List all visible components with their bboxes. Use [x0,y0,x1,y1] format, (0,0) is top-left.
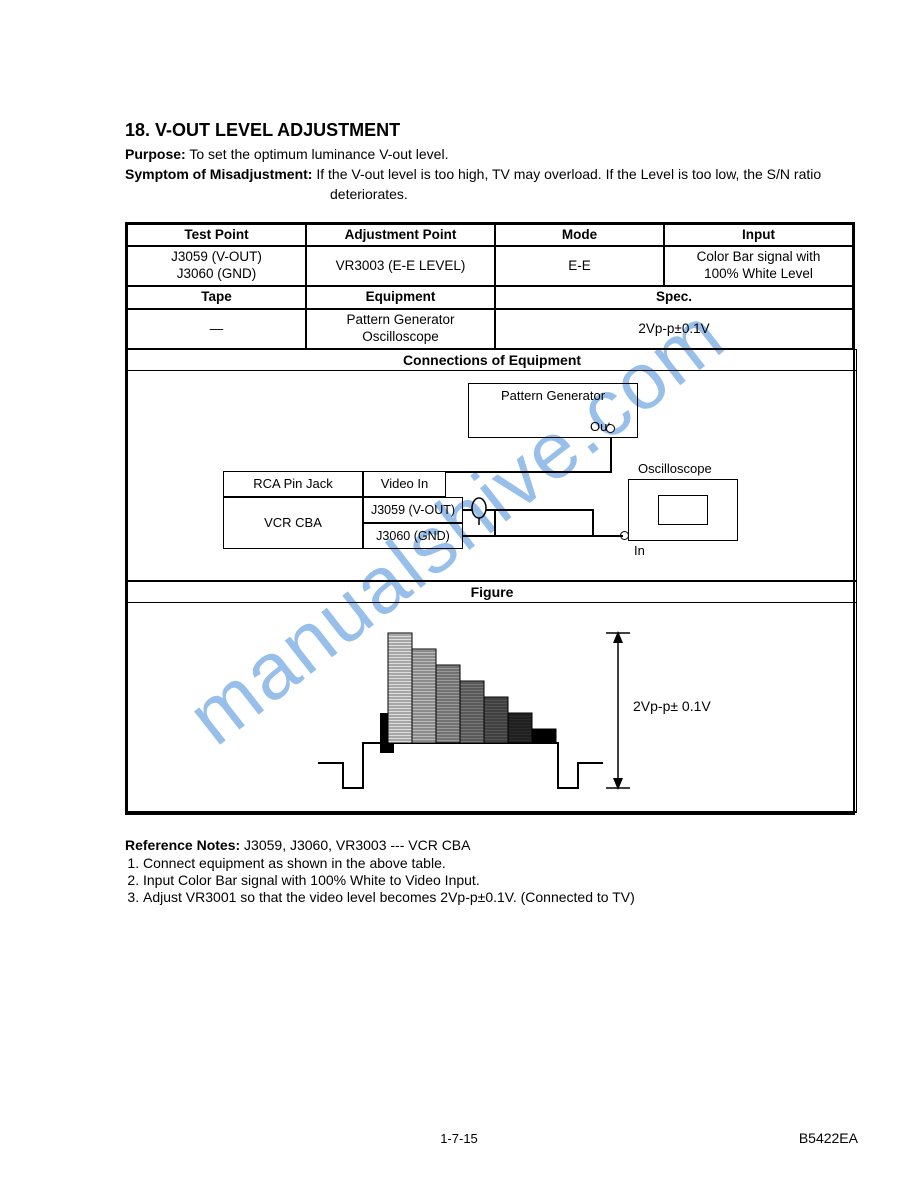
purpose-line: Purpose: To set the optimum luminance V-… [125,145,858,163]
reference-item: Connect equipment as shown in the above … [143,855,858,871]
td-mode: E-E [495,246,664,286]
wire [494,509,496,537]
wire [463,509,473,511]
input-1: Color Bar signal with [697,249,821,266]
th-spec: Spec. [495,286,853,309]
th-test-point: Test Point [127,224,306,247]
test-point-2: J3060 (GND) [177,266,257,283]
section-heading: 18. V-OUT LEVEL ADJUSTMENT [125,120,858,141]
reference-label: Reference Notes: [125,837,240,853]
purpose-label: Purpose: [125,146,186,162]
equipment-1: Pattern Generator [346,312,454,329]
td-tape: — [127,309,306,349]
wire [463,535,623,537]
input-2: 100% White Level [704,266,813,283]
oscilloscope-box [628,479,738,541]
out-terminal-icon [606,424,615,433]
th-input: Input [664,224,853,247]
test-point-1: J3059 (V-OUT) [171,249,262,266]
rca-pin-jack-box: RCA Pin Jack [223,471,363,497]
th-adj-point: Adjustment Point [306,224,495,247]
th-mode: Mode [495,224,664,247]
section-title-text: V-OUT LEVEL ADJUSTMENT [155,120,400,140]
th-tape: Tape [127,286,306,309]
probe-icon [468,497,492,527]
connections-diagram: Pattern Generator Out Oscilloscope In RC… [127,371,857,581]
video-in-box: Video In [363,471,446,497]
th-equipment: Equipment [306,286,495,309]
wire [494,509,594,511]
symptom-label: Symptom of Misadjustment: [125,166,312,182]
wire [446,471,612,473]
reference-list: Connect equipment as shown in the above … [143,855,858,905]
figure-diagram: 2Vp-p± 0.1V [127,603,857,813]
connections-header: Connections of Equipment [127,349,857,371]
pattern-generator-label: Pattern Generator [501,388,605,403]
vcr-cba-box: VCR CBA [223,497,363,549]
equipment-2: Oscilloscope [362,329,439,346]
section-number: 18. [125,120,150,140]
td-adj-point: VR3003 (E-E LEVEL) [306,246,495,286]
symptom-line: Symptom of Misadjustment: If the V-out l… [125,165,858,183]
symptom-text-2: deteriorates. [330,186,408,202]
adjustment-table: Test Point Adjustment Point Mode Input J… [125,222,855,815]
td-test-point: J3059 (V-OUT) J3060 (GND) [127,246,306,286]
reference-item: Adjust VR3001 so that the video level be… [143,889,858,905]
reference-item: Input Color Bar signal with 100% White t… [143,872,858,888]
reference-notes: Reference Notes: J3059, J3060, VR3003 --… [125,837,858,905]
j3060-box: J3060 (GND) [363,523,463,549]
oscilloscope-screen-icon [658,495,708,525]
td-spec: 2Vp-p±0.1V [495,309,853,349]
wire [592,509,594,537]
purpose-text: To set the optimum luminance V-out level… [189,146,448,162]
j3059-box: J3059 (V-OUT) [363,497,463,523]
symptom-line-2: deteriorates. [330,185,858,203]
wire [610,438,612,473]
figure-header: Figure [127,581,857,603]
reference-text: J3059, J3060, VR3003 --- VCR CBA [244,837,470,853]
oscilloscope-label: Oscilloscope [638,461,712,476]
in-label: In [634,543,645,558]
figure-measurement-label: 2Vp-p± 0.1V [633,698,711,714]
td-equipment: Pattern Generator Oscilloscope [306,309,495,349]
td-input: Color Bar signal with 100% White Level [664,246,853,286]
waveform-svg [128,603,856,811]
symptom-text: If the V-out level is too high, TV may o… [316,166,821,182]
